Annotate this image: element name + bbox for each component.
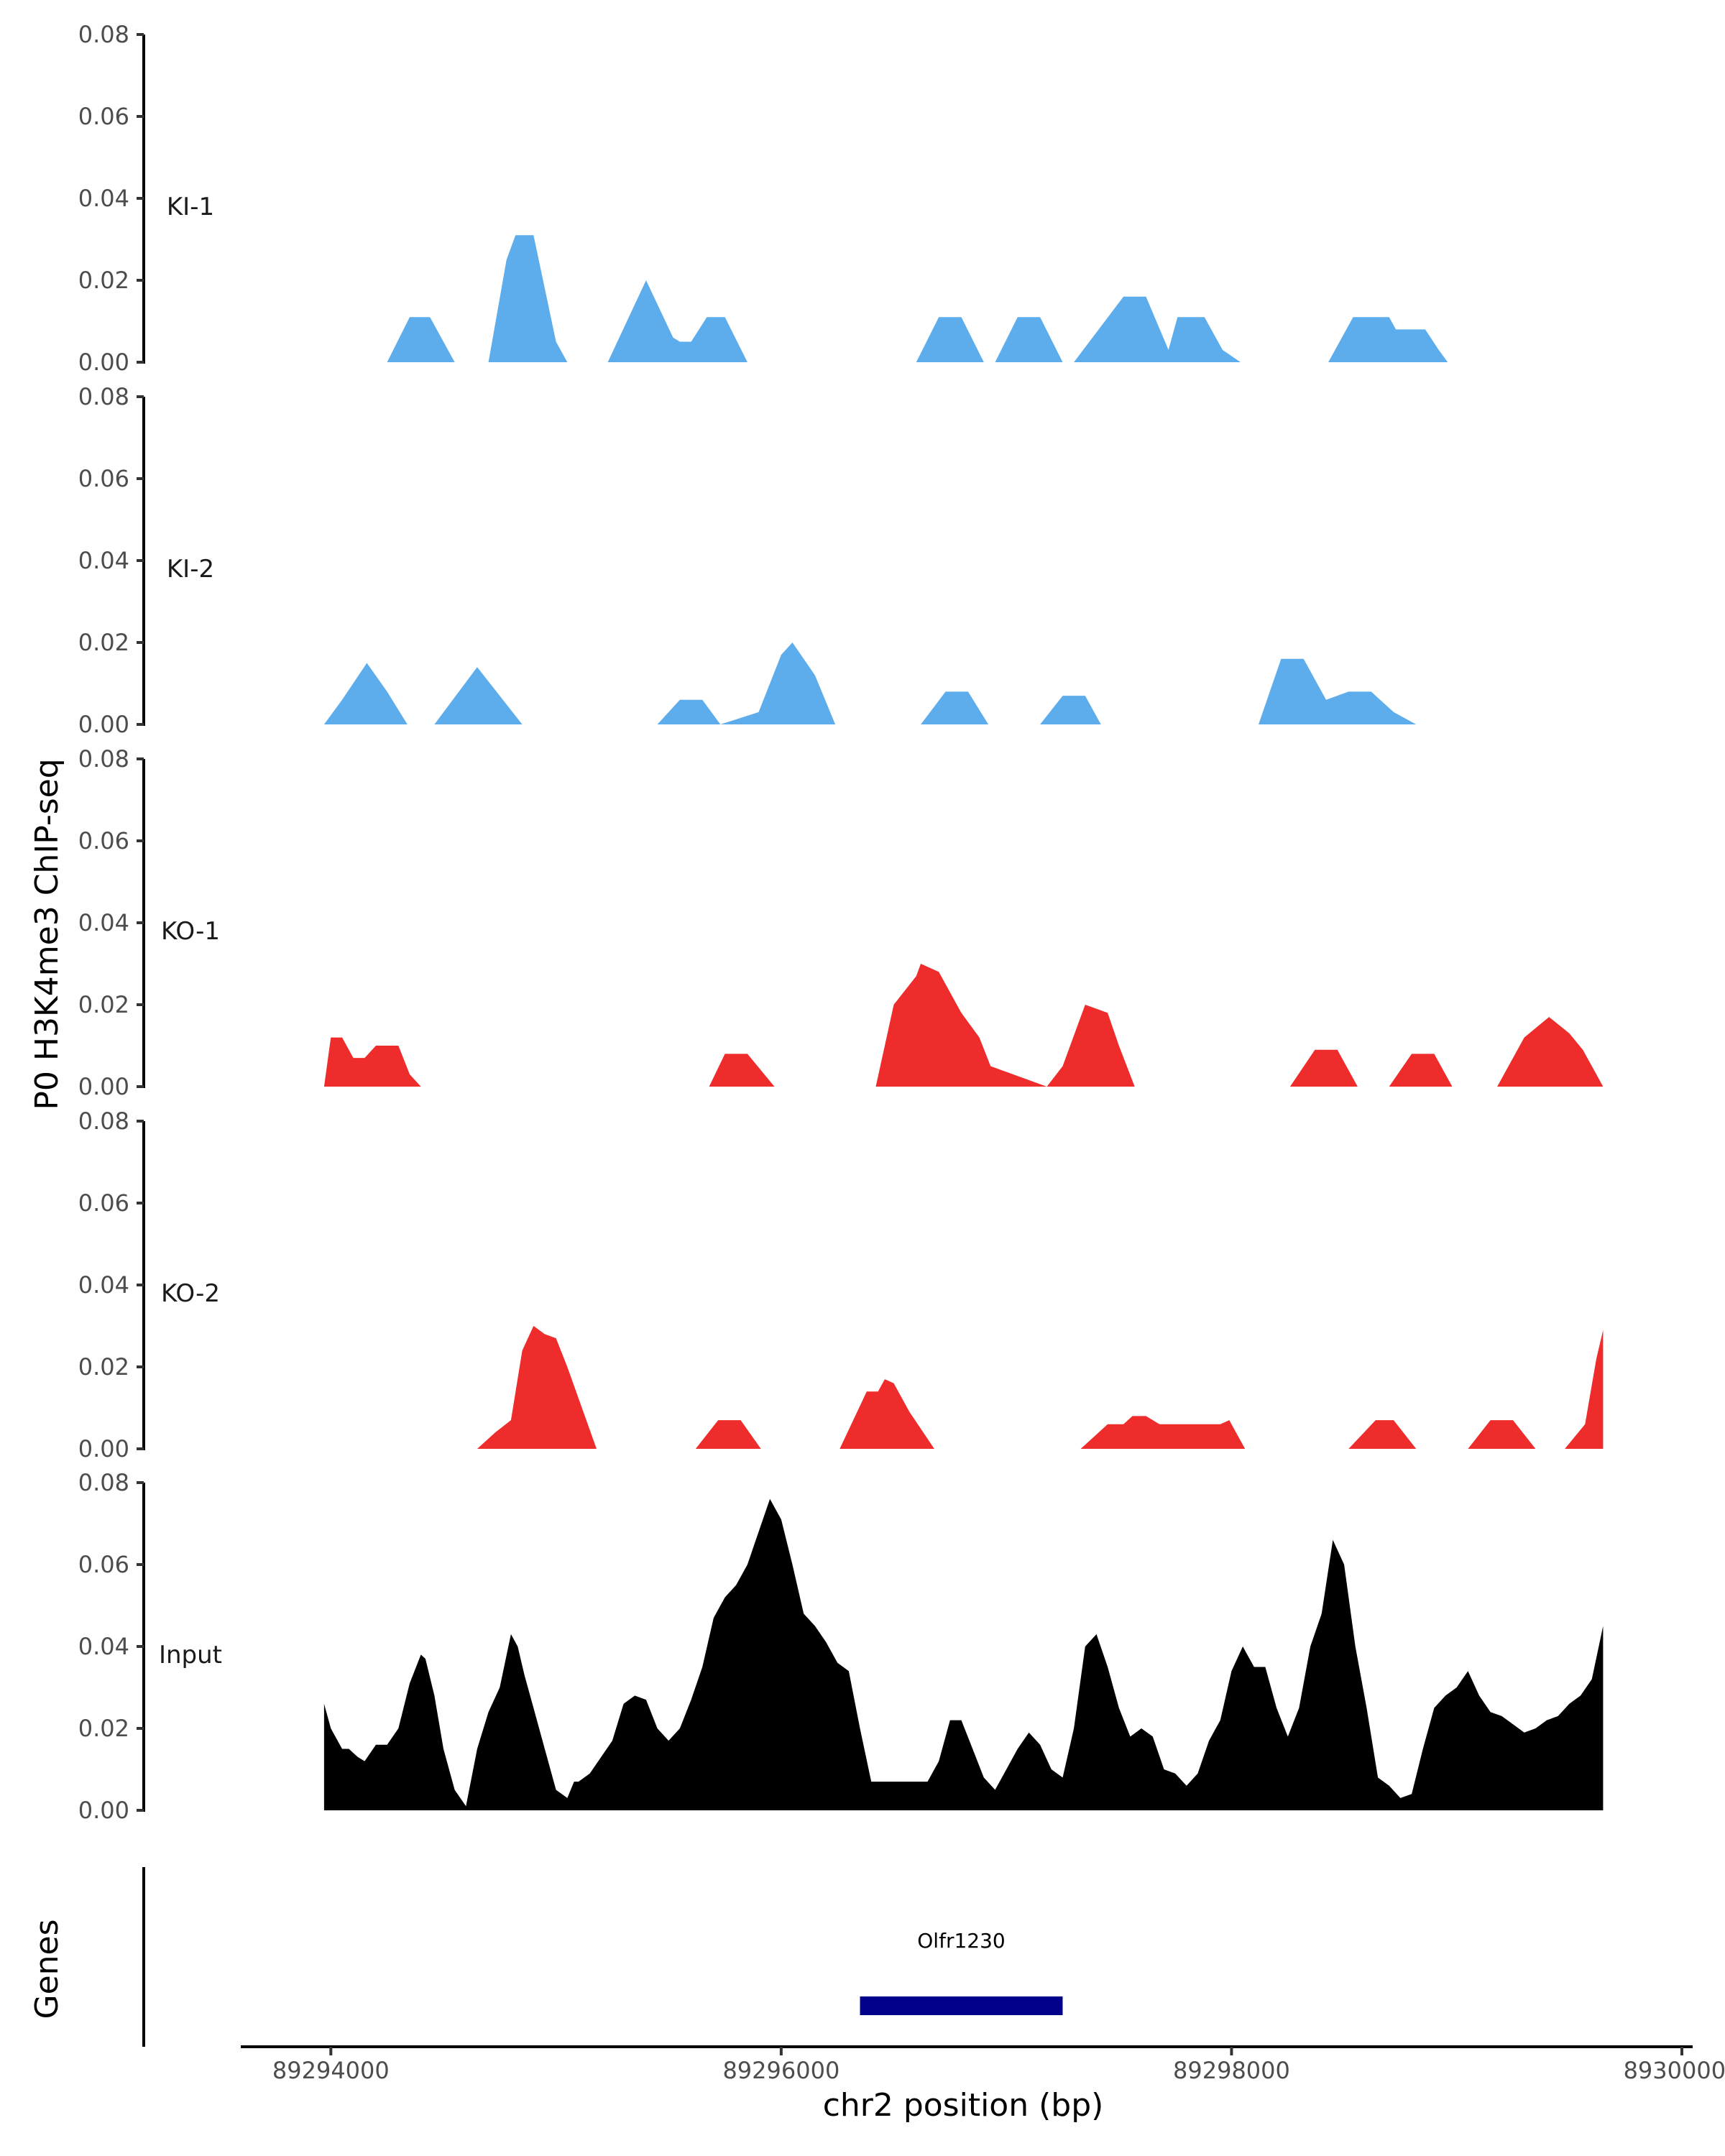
- genes-track-label: Genes: [29, 1919, 65, 2019]
- signal-area-ko-2: [477, 1326, 597, 1449]
- track-label: KI-2: [167, 555, 214, 584]
- y-tick-label: 0.08: [78, 21, 129, 48]
- y-tick-label: 0.04: [78, 185, 129, 212]
- y-tick-label: 0.08: [78, 1469, 129, 1496]
- x-tick-label: 89300000: [1624, 2057, 1725, 2084]
- y-tick-label: 0.00: [78, 1435, 129, 1462]
- y-tick-label: 0.06: [78, 465, 129, 492]
- x-tick-label: 89298000: [1173, 2057, 1290, 2084]
- y-tick-label: 0.04: [78, 1633, 129, 1660]
- y-tick-label: 0.00: [78, 349, 129, 376]
- x-tick-label: 89296000: [722, 2057, 840, 2084]
- y-tick-label: 0.00: [78, 711, 129, 738]
- y-tick-label: 0.08: [78, 1107, 129, 1135]
- x-axis-title: chr2 position (bp): [823, 2087, 1104, 2124]
- track-label: Input: [159, 1641, 222, 1669]
- gene-olfr1230-bar: [860, 1996, 1063, 2015]
- track-label: KI-1: [167, 193, 214, 221]
- y-tick-label: 0.06: [78, 827, 129, 854]
- track-label: KO-1: [161, 917, 220, 946]
- x-tick-label: 89294000: [272, 2057, 390, 2084]
- signal-area-ki-2: [323, 642, 1432, 724]
- y-tick-label: 0.06: [78, 103, 129, 130]
- y-tick-label: 0.08: [78, 383, 129, 410]
- signal-area-ko-2: [1468, 1420, 1536, 1449]
- y-tick-label: 0.04: [78, 1271, 129, 1299]
- tracks-group: 0.00 0.02 0.04 0.06 0.08 KI-1 0.00 0.02 0.04 0.06…: [78, 21, 1604, 1824]
- signal-area-ko-2: [695, 1420, 761, 1449]
- signal-area-ko-2: [840, 1379, 934, 1449]
- signal-area-ko-1: [323, 964, 1604, 1087]
- y-tick-label: 0.02: [78, 1715, 129, 1742]
- signal-area-ko-2: [1348, 1420, 1417, 1449]
- y-tick-label: 0.00: [78, 1073, 129, 1100]
- track-ki-2: 0.00 0.02 0.04 0.06 0.08 KI-2: [78, 383, 1432, 738]
- signal-area-input: [323, 1498, 1604, 1810]
- x-axis: 89294000 89296000 89298000 89300000: [241, 2045, 1725, 2084]
- y-tick-label: 0.06: [78, 1189, 129, 1217]
- track-ko-1: 0.00 0.02 0.04 0.06 0.08 KO-1: [78, 745, 1604, 1100]
- y-axis-title: P0 H3K4me3 ChIP-seq: [29, 758, 65, 1110]
- y-tick-label: 0.04: [78, 909, 129, 936]
- y-tick-label: 0.08: [78, 745, 129, 773]
- y-tick-label: 0.06: [78, 1551, 129, 1578]
- y-tick-label: 0.02: [78, 629, 129, 656]
- y-tick-label: 0.02: [78, 1353, 129, 1381]
- signal-area-ko-2: [1565, 1330, 1604, 1449]
- genes-track: Genes Olfr1230: [29, 1867, 1063, 2047]
- signal-area-ko-2: [1080, 1416, 1246, 1449]
- y-tick-label: 0.02: [78, 267, 129, 294]
- y-tick-label: 0.00: [78, 1797, 129, 1824]
- track-input: 0.00 0.02 0.04 0.06 0.08 Input: [78, 1469, 1604, 1824]
- y-tick-label: 0.04: [78, 547, 129, 574]
- gene-label: Olfr1230: [917, 1929, 1005, 1953]
- track-ko-2: 0.00 0.02 0.04 0.06 0.08 KO-2: [78, 1107, 1604, 1462]
- signal-area-ki-1: [387, 235, 1448, 362]
- track-ki-1: 0.00 0.02 0.04 0.06 0.08 KI-1: [78, 21, 1448, 376]
- track-label: KO-2: [161, 1279, 220, 1308]
- y-tick-label: 0.02: [78, 991, 129, 1018]
